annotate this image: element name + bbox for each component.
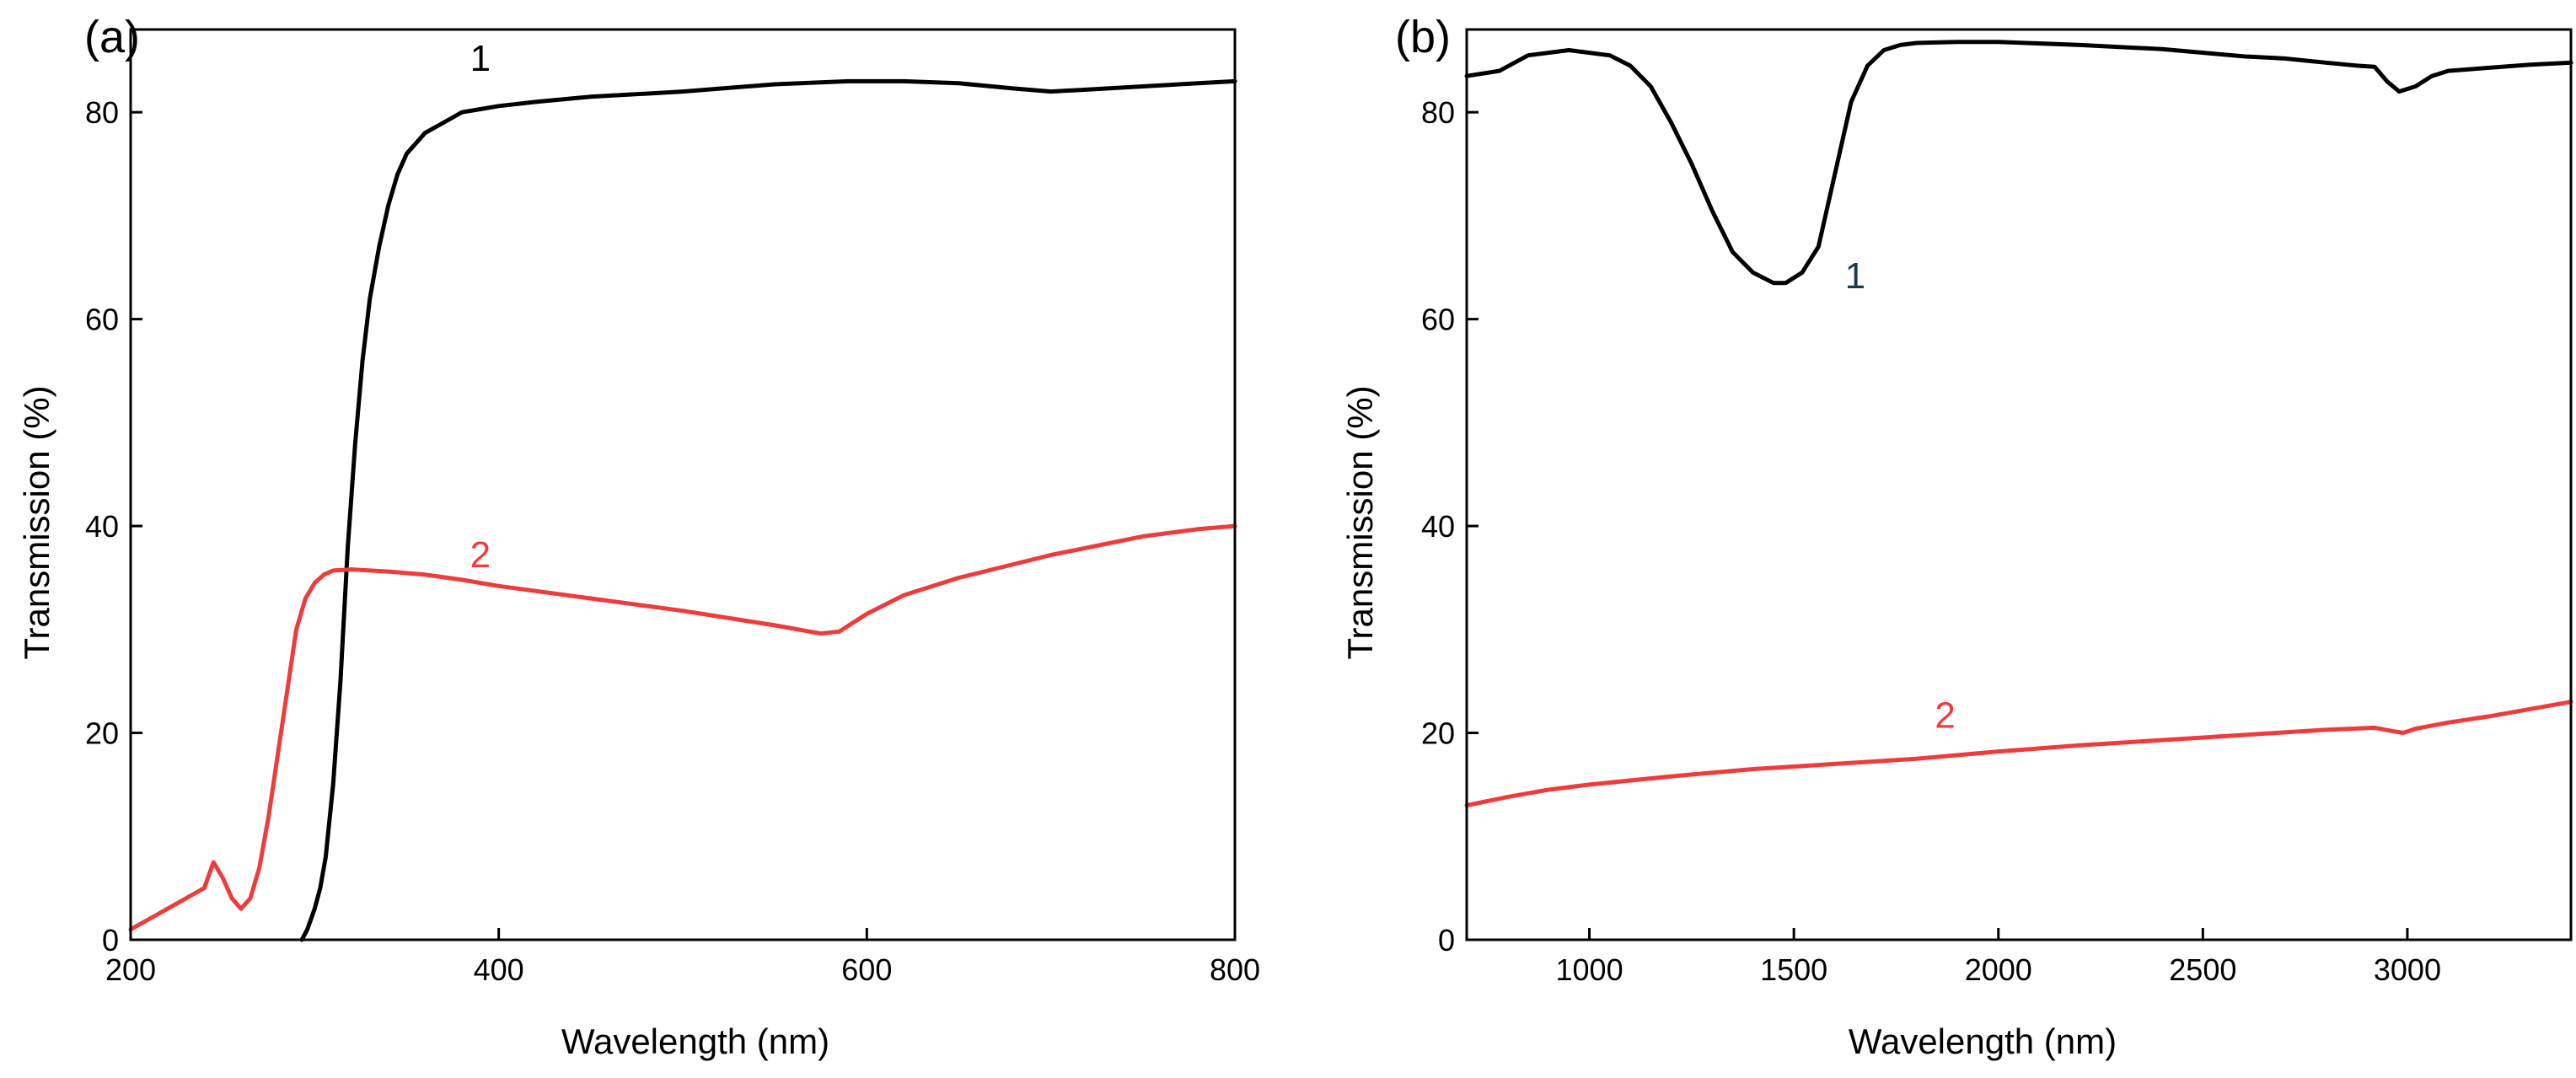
x-axis-title-a: Wavelength (nm) [561, 1022, 829, 1061]
y-axis-title-a: Transmission (%) [17, 385, 56, 659]
y-tick-label-a: 60 [85, 303, 119, 337]
y-tick-label-b: 40 [1421, 509, 1455, 544]
plot-frame-a [129, 28, 1237, 941]
x-tick-label-b: 2500 [2169, 952, 2236, 987]
chart-panel-b: (b) Transmission (%) Wavelength (nm) 100… [1340, 12, 2573, 1061]
series-line-1-a [299, 78, 1237, 942]
series-line-1-b [1464, 40, 2573, 286]
x-tick-label-a: 200 [105, 952, 156, 987]
y-tick-label-a: 20 [85, 716, 119, 751]
x-tick-label-a: 800 [1210, 952, 1260, 987]
curve-label-2-b: 2 [1935, 695, 1955, 736]
x-axis-title-b: Wavelength (nm) [1849, 1022, 2117, 1061]
x-tick-label-b: 3000 [2374, 952, 2441, 987]
plot-frame-b [1465, 28, 2573, 941]
y-axis-title-b: Transmission (%) [1340, 385, 1380, 659]
ticks-layer-a: 200 400 600 800 0 20 40 60 80 [85, 95, 1260, 987]
series-layer-a: 12 [128, 38, 1237, 942]
panel-label-b: (b) [1395, 12, 1451, 62]
curve-label-2-a: 2 [470, 534, 491, 576]
y-tick-label-a: 80 [85, 95, 119, 130]
y-tick-label-b: 60 [1421, 303, 1455, 337]
x-tick-label-b: 1500 [1760, 952, 1827, 987]
series-line-2-a [128, 523, 1237, 932]
curve-label-1-b: 1 [1845, 255, 1865, 297]
y-tick-label-b: 80 [1421, 95, 1455, 130]
chart-panel-a: (a) Transmission (%) Wavelength (nm) 200… [17, 12, 1260, 1061]
curve-label-1-a: 1 [470, 38, 491, 79]
x-tick-label-b: 1000 [1556, 952, 1623, 987]
ticks-layer-b: 1000 1500 2000 2500 3000 0 20 40 60 80 [1421, 95, 2441, 987]
y-tick-label-a: 40 [85, 509, 119, 544]
y-tick-label-b: 0 [1438, 923, 1455, 957]
y-tick-label-a: 0 [102, 923, 119, 957]
y-tick-label-b: 20 [1421, 716, 1455, 751]
x-tick-label-b: 2000 [1965, 952, 2032, 987]
x-tick-label-a: 600 [841, 952, 892, 987]
series-layer-b: 12 [1464, 40, 2573, 807]
series-line-2-b [1464, 700, 2573, 807]
x-tick-label-a: 400 [474, 952, 524, 987]
